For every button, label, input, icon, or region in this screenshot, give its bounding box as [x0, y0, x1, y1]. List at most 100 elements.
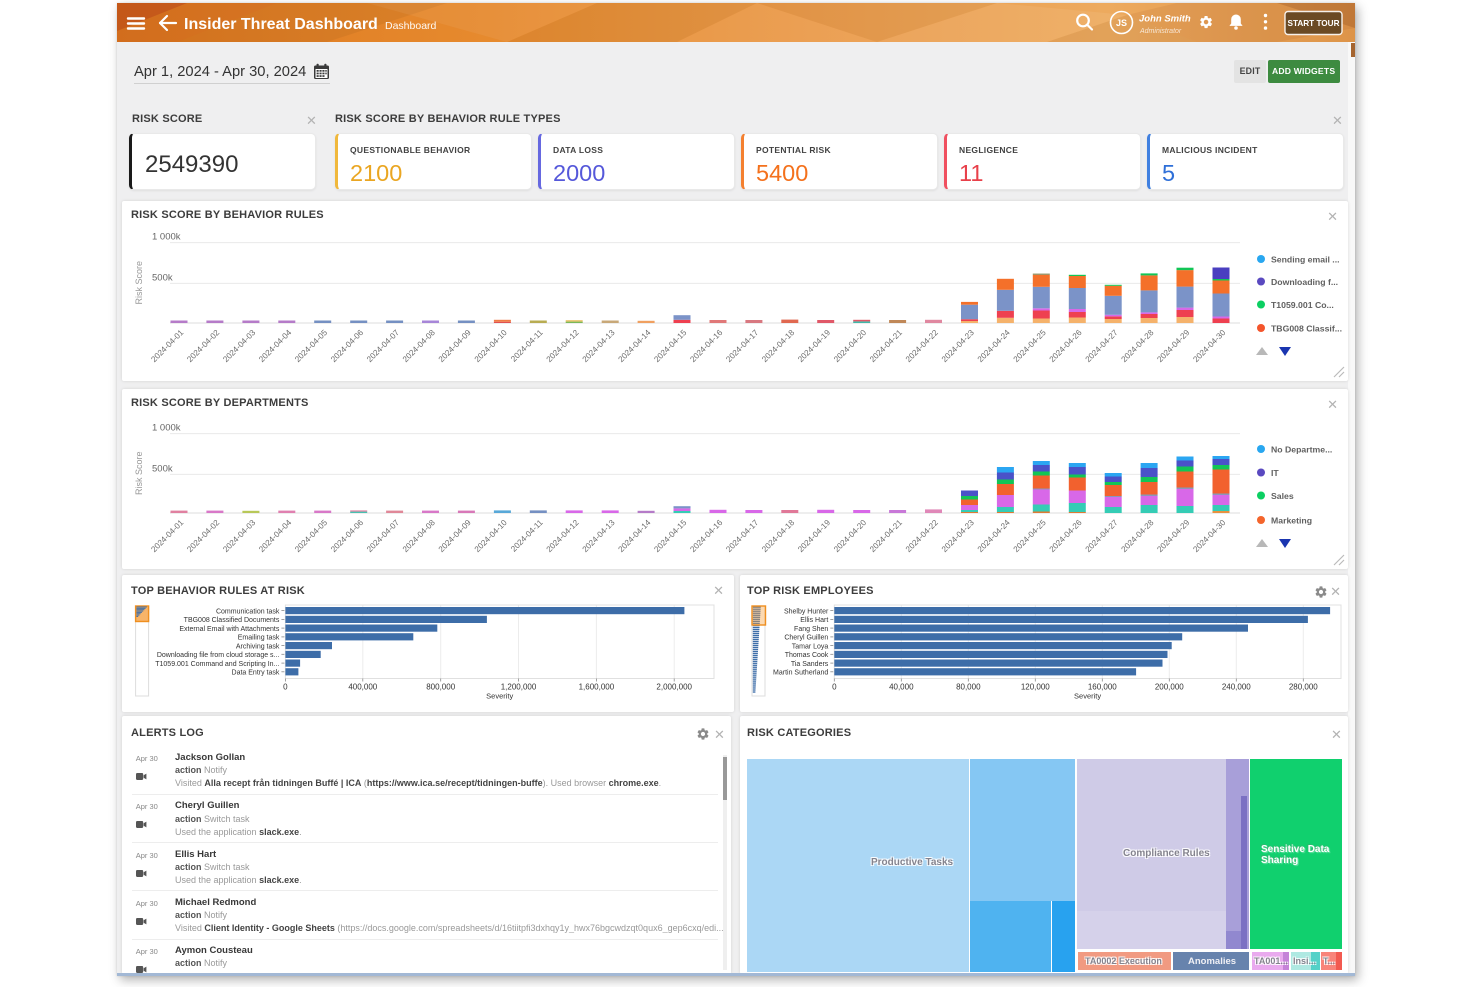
- svg-text:500k: 500k: [152, 463, 173, 474]
- svg-text:Tamar Loya: Tamar Loya: [792, 643, 829, 650]
- svg-text:Communication task: Communication task: [216, 608, 280, 615]
- svg-text:Sending email ...: Sending email ...: [1271, 255, 1340, 265]
- svg-text:Risk Score: Risk Score: [134, 261, 144, 305]
- svg-text:2024-04-16: 2024-04-16: [688, 328, 724, 364]
- svg-text:800,000: 800,000: [426, 683, 455, 692]
- svg-text:80,000: 80,000: [956, 683, 981, 692]
- svg-text:200,000: 200,000: [1155, 683, 1184, 692]
- svg-text:Ellis Hart: Ellis Hart: [800, 617, 828, 624]
- svg-text:2024-04-15: 2024-04-15: [652, 518, 688, 554]
- svg-text:1,600,000: 1,600,000: [579, 683, 615, 692]
- svg-text:Downloading file from cloud st: Downloading file from cloud storage s...: [157, 652, 280, 659]
- svg-text:2024-04-01: 2024-04-01: [149, 328, 185, 364]
- svg-text:2024-04-27: 2024-04-27: [1084, 328, 1120, 364]
- svg-text:160,000: 160,000: [1088, 683, 1117, 692]
- svg-text:John Smith: John Smith: [1139, 14, 1191, 25]
- svg-text:2024-04-09: 2024-04-09: [437, 518, 473, 554]
- svg-text:2024-04-18: 2024-04-18: [760, 328, 796, 364]
- svg-text:2024-04-11: 2024-04-11: [509, 518, 545, 554]
- svg-text:2024-04-28: 2024-04-28: [1120, 518, 1156, 554]
- svg-text:2024-04-20: 2024-04-20: [832, 518, 868, 554]
- svg-text:T1059.001 Co...: T1059.001 Co...: [1271, 300, 1334, 310]
- svg-text:Insider Threat Dashboard: Insider Threat Dashboard: [184, 16, 378, 33]
- svg-text:Risk Score: Risk Score: [134, 452, 144, 496]
- svg-text:Severity: Severity: [1074, 692, 1101, 701]
- svg-text:2024-04-08: 2024-04-08: [401, 518, 437, 554]
- svg-text:Administrator: Administrator: [1139, 28, 1182, 35]
- svg-text:2024-04-28: 2024-04-28: [1120, 328, 1156, 364]
- svg-text:120,000: 120,000: [1021, 683, 1050, 692]
- svg-text:Archiving task: Archiving task: [236, 643, 280, 650]
- svg-text:2024-04-24: 2024-04-24: [976, 328, 1012, 364]
- svg-text:2024-04-23: 2024-04-23: [940, 518, 976, 554]
- svg-text:2024-04-08: 2024-04-08: [401, 328, 437, 364]
- svg-text:2024-04-22: 2024-04-22: [904, 328, 940, 364]
- svg-text:2024-04-03: 2024-04-03: [221, 518, 257, 554]
- svg-text:TBG008 Classif...: TBG008 Classif...: [1271, 324, 1342, 334]
- svg-text:240,000: 240,000: [1222, 683, 1251, 692]
- svg-text:START TOUR: START TOUR: [1287, 19, 1339, 28]
- svg-text:2024-04-17: 2024-04-17: [724, 518, 760, 554]
- svg-text:2024-04-19: 2024-04-19: [796, 518, 832, 554]
- svg-text:2024-04-10: 2024-04-10: [473, 328, 509, 364]
- svg-text:2024-04-01: 2024-04-01: [149, 518, 185, 554]
- svg-text:2024-04-14: 2024-04-14: [617, 518, 653, 554]
- svg-text:1 000k: 1 000k: [152, 232, 181, 243]
- svg-text:Thomas Cook: Thomas Cook: [785, 652, 829, 659]
- svg-text:2024-04-16: 2024-04-16: [688, 518, 724, 554]
- svg-text:2024-04-17: 2024-04-17: [724, 328, 760, 364]
- svg-text:2024-04-11: 2024-04-11: [509, 328, 545, 364]
- svg-text:External Email with Attachment: External Email with Attachments: [179, 626, 279, 633]
- svg-text:2024-04-21: 2024-04-21: [868, 518, 904, 554]
- svg-text:2024-04-20: 2024-04-20: [832, 328, 868, 364]
- svg-text:2024-04-03: 2024-04-03: [221, 328, 257, 364]
- svg-text:2024-04-07: 2024-04-07: [365, 518, 401, 554]
- svg-text:Shelby Hunter: Shelby Hunter: [784, 608, 829, 615]
- svg-text:Dashboard: Dashboard: [385, 20, 437, 32]
- svg-text:2024-04-12: 2024-04-12: [545, 518, 581, 554]
- svg-text:1,200,000: 1,200,000: [501, 683, 537, 692]
- svg-text:JS: JS: [1116, 18, 1127, 28]
- svg-text:Tia Sanders: Tia Sanders: [791, 661, 829, 668]
- svg-text:2024-04-22: 2024-04-22: [904, 518, 940, 554]
- svg-text:2024-04-30: 2024-04-30: [1191, 328, 1227, 364]
- svg-text:2024-04-13: 2024-04-13: [581, 518, 617, 554]
- svg-text:IT: IT: [1271, 468, 1279, 478]
- svg-text:2024-04-19: 2024-04-19: [796, 328, 832, 364]
- svg-text:2024-04-06: 2024-04-06: [329, 518, 365, 554]
- svg-text:Marketing: Marketing: [1271, 516, 1312, 526]
- svg-text:2024-04-12: 2024-04-12: [545, 328, 581, 364]
- svg-text:2024-04-06: 2024-04-06: [329, 328, 365, 364]
- svg-text:Sales: Sales: [1271, 491, 1294, 501]
- svg-text:TBG008 Classified Documents: TBG008 Classified Documents: [184, 617, 280, 624]
- svg-text:0: 0: [283, 683, 288, 692]
- svg-text:2024-04-02: 2024-04-02: [185, 518, 221, 554]
- svg-text:2,000,000: 2,000,000: [656, 683, 692, 692]
- svg-text:T1059.001 Command and Scriptin: T1059.001 Command and Scripting In...: [155, 661, 279, 668]
- svg-text:2024-04-13: 2024-04-13: [581, 328, 617, 364]
- svg-text:2024-04-02: 2024-04-02: [185, 328, 221, 364]
- svg-text:2024-04-10: 2024-04-10: [473, 518, 509, 554]
- svg-text:2024-04-23: 2024-04-23: [940, 328, 976, 364]
- svg-text:500k: 500k: [152, 272, 173, 283]
- svg-text:Fang Shen: Fang Shen: [794, 626, 828, 633]
- svg-text:2024-04-15: 2024-04-15: [652, 328, 688, 364]
- svg-text:1 000k: 1 000k: [152, 423, 181, 434]
- svg-text:No Departme...: No Departme...: [1271, 445, 1332, 455]
- svg-text:2024-04-29: 2024-04-29: [1155, 518, 1191, 554]
- svg-text:40,000: 40,000: [889, 683, 914, 692]
- svg-text:2024-04-25: 2024-04-25: [1012, 328, 1048, 364]
- svg-text:Severity: Severity: [486, 692, 513, 701]
- svg-text:2024-04-07: 2024-04-07: [365, 328, 401, 364]
- svg-text:2024-04-26: 2024-04-26: [1048, 518, 1084, 554]
- svg-text:Emailing task: Emailing task: [238, 635, 280, 642]
- svg-text:2024-04-25: 2024-04-25: [1012, 518, 1048, 554]
- svg-text:Data Entry task: Data Entry task: [232, 670, 280, 677]
- svg-text:Martin Sutherland: Martin Sutherland: [773, 670, 828, 677]
- svg-text:Downloading f...: Downloading f...: [1271, 277, 1338, 287]
- svg-text:2024-04-27: 2024-04-27: [1084, 518, 1120, 554]
- svg-text:2024-04-24: 2024-04-24: [976, 518, 1012, 554]
- svg-text:Cheryl Guillen: Cheryl Guillen: [784, 635, 828, 642]
- svg-text:2024-04-21: 2024-04-21: [868, 328, 904, 364]
- svg-text:2024-04-30: 2024-04-30: [1191, 518, 1227, 554]
